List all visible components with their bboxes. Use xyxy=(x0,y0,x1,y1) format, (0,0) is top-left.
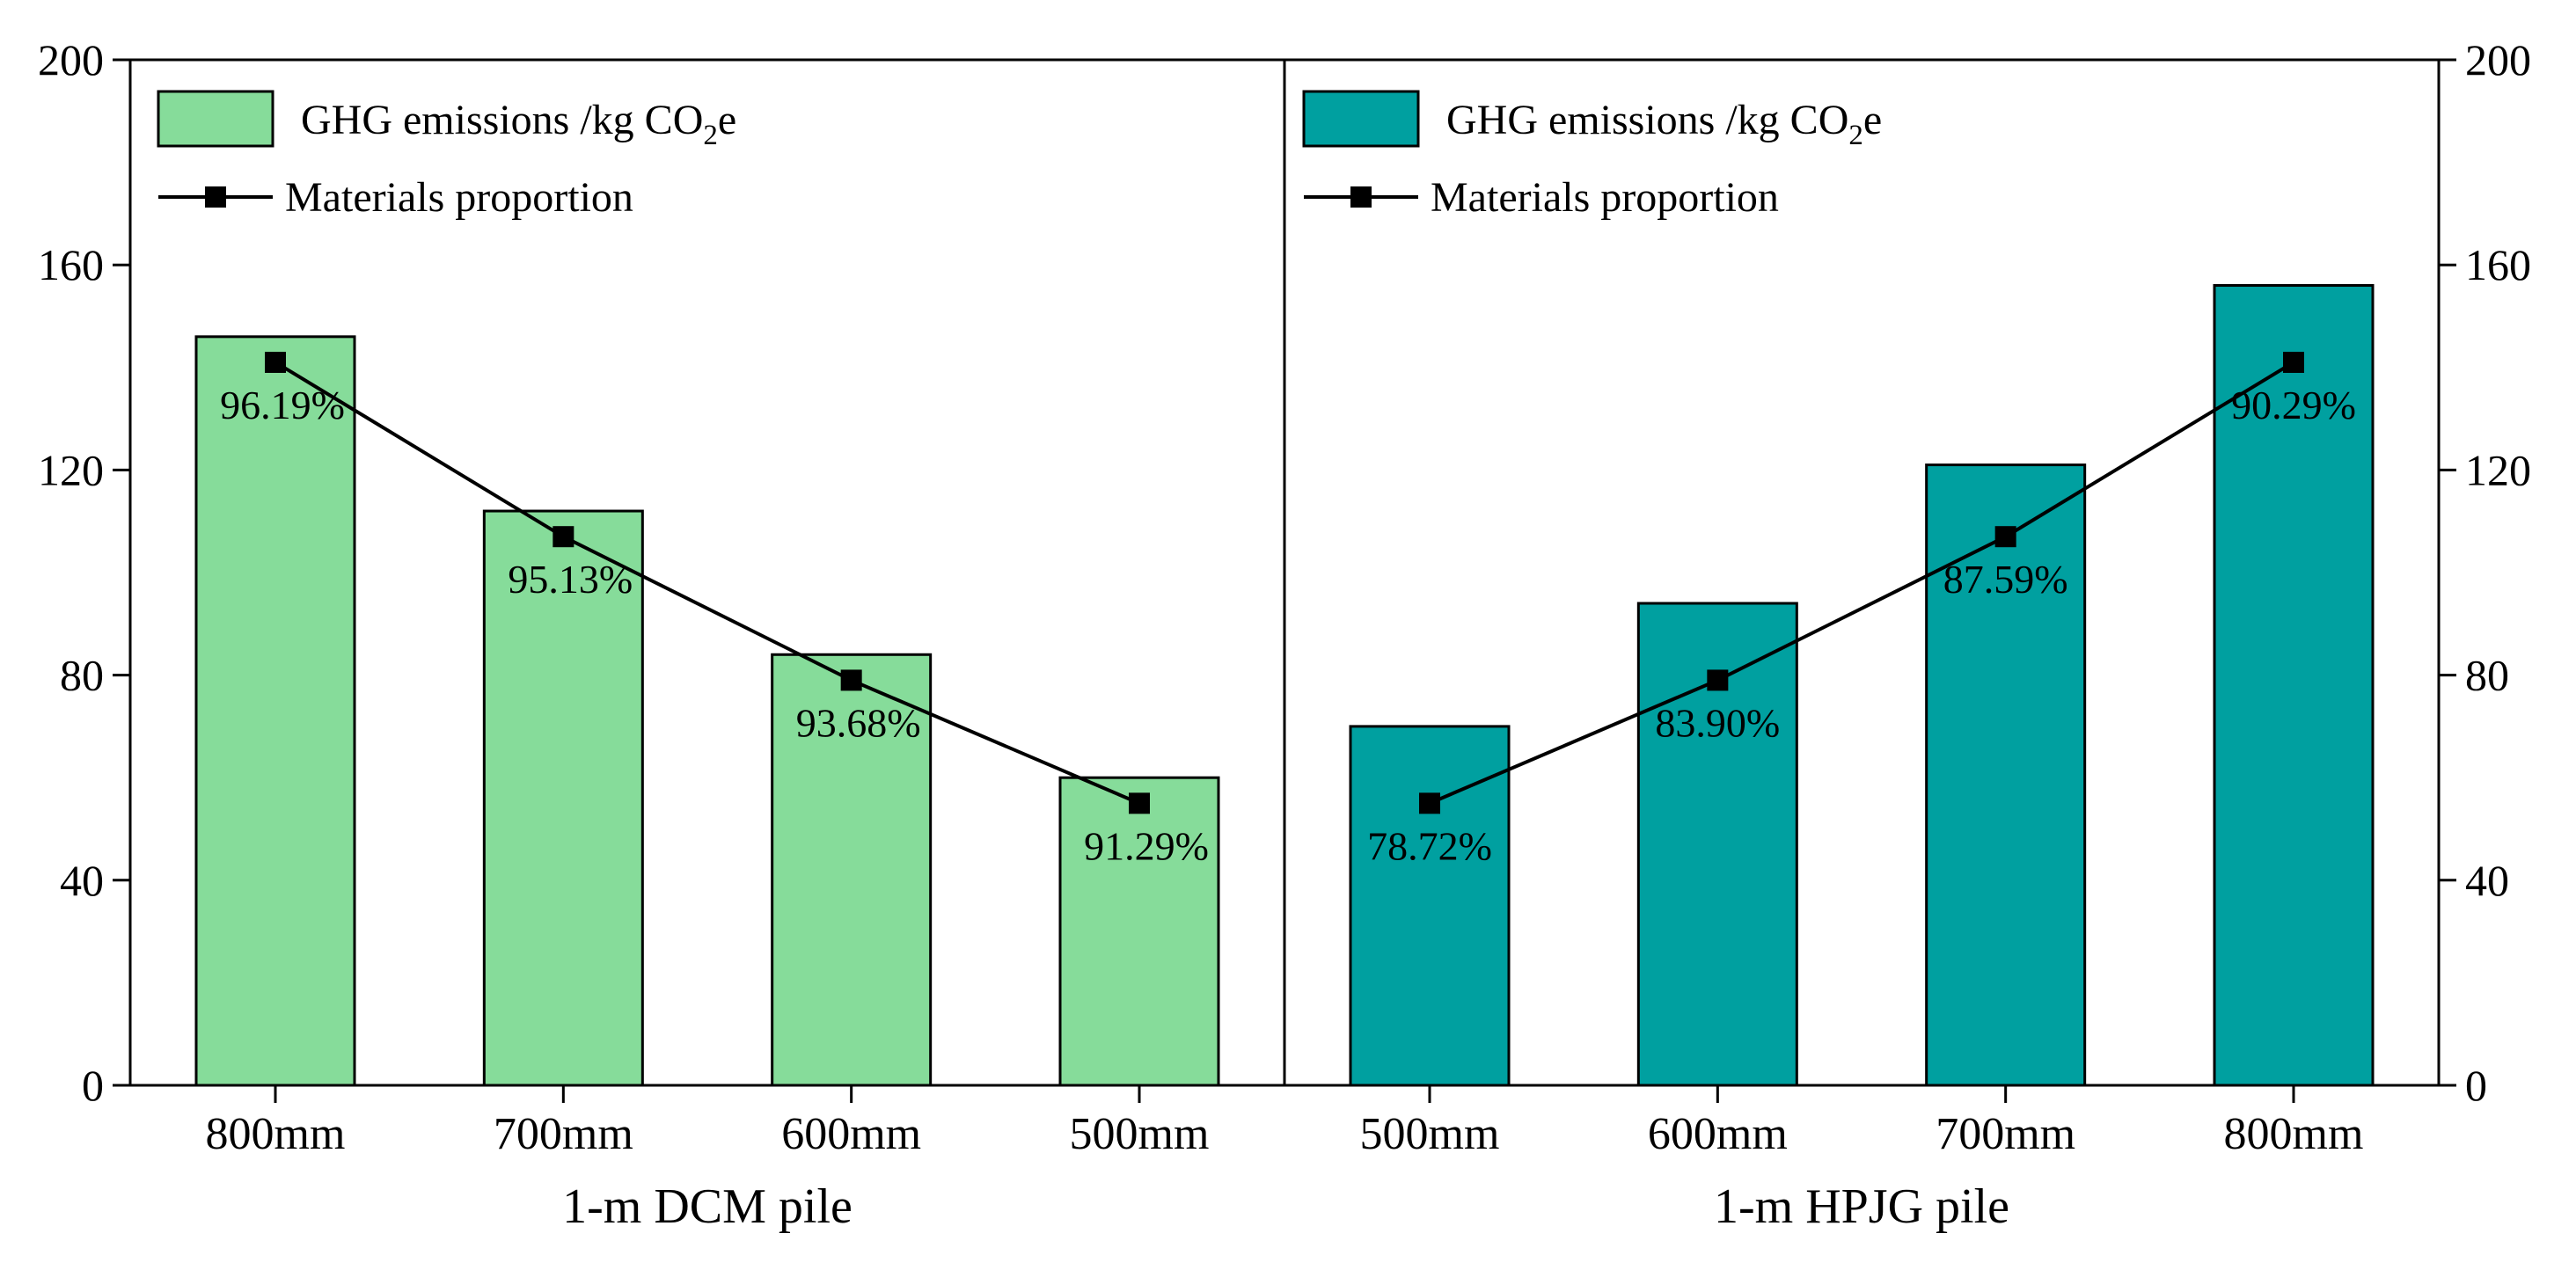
data-label-dcm-600mm: 93.68% xyxy=(796,700,921,745)
line-point-dcm-500mm xyxy=(1129,792,1150,814)
legend-label-materials: Materials proportion xyxy=(285,174,633,221)
left-y-tick-label: 0 xyxy=(82,1061,104,1110)
right-y-tick-label: 120 xyxy=(2465,445,2531,494)
bar-hpjg-700mm xyxy=(1925,463,2087,1087)
data-label-hpjg-700mm: 87.59% xyxy=(1943,557,2068,602)
right-y-tick-label: 80 xyxy=(2465,651,2509,700)
line-point-hpjg-700mm xyxy=(1994,526,2016,548)
legend-swatch-bar xyxy=(157,90,274,148)
data-label-dcm-700mm: 95.13% xyxy=(508,557,633,602)
legend-swatch-marker xyxy=(1350,186,1372,208)
line-materials-proportion-dcm xyxy=(274,361,1140,806)
right-y-tick-label: 40 xyxy=(2465,856,2509,905)
line-point-hpjg-500mm xyxy=(1419,792,1440,814)
legend-swatch-bar xyxy=(1302,90,1420,148)
x-axis-label-dcm: 1-m DCM pile xyxy=(562,1179,853,1234)
legend-label-ghg: GHG emissions /kg CO2e xyxy=(301,97,736,151)
right-y-tick-label: 0 xyxy=(2465,1061,2487,1110)
bar-dcm-800mm xyxy=(194,335,356,1087)
legend-swatch-marker xyxy=(205,186,226,208)
data-label-hpjg-500mm: 78.72% xyxy=(1367,823,1492,868)
line-point-dcm-700mm xyxy=(553,526,574,548)
line-point-dcm-800mm xyxy=(265,351,286,373)
right-y-tick-label: 160 xyxy=(2465,240,2531,289)
right-y-tick-label: 200 xyxy=(2465,35,2531,84)
left-y-tick-label: 80 xyxy=(60,651,104,700)
line-point-hpjg-800mm xyxy=(2283,351,2304,373)
bar-hpjg-800mm xyxy=(2213,284,2375,1087)
x-category-label: 500mm xyxy=(1070,1109,1210,1159)
legend-hpjg: GHG emissions /kg CO2e Materials proporti… xyxy=(1302,90,1882,221)
x-axis-label-hpjg: 1-m HPJG pile xyxy=(1714,1179,2009,1234)
line-materials-proportion-hpjg xyxy=(1429,361,2295,806)
left-y-tick-label: 120 xyxy=(38,445,104,494)
bar-dcm-600mm xyxy=(771,653,933,1087)
legend-label-materials: Materials proportion xyxy=(1431,174,1779,221)
legend-label-ghg: GHG emissions /kg CO2e xyxy=(1446,97,1882,151)
legend-dcm: GHG emissions /kg CO2e Materials proporti… xyxy=(157,90,736,221)
data-label-hpjg-600mm: 83.90% xyxy=(1655,700,1780,745)
data-label-dcm-500mm: 91.29% xyxy=(1084,823,1209,868)
bar-dcm-700mm xyxy=(482,509,644,1087)
x-category-label: 500mm xyxy=(1360,1109,1500,1159)
line-point-hpjg-600mm xyxy=(1707,669,1729,691)
left-y-tick-label: 40 xyxy=(60,856,104,905)
data-label-hpjg-800mm: 90.29% xyxy=(2231,383,2356,427)
x-category-label: 800mm xyxy=(2224,1109,2364,1159)
panel-hpjg: 500mm 600mm 700mm 800mm 1-m HPJG pile 78.72% 8… xyxy=(1349,284,2375,1234)
panel-dcm: 800mm 700mm 600mm 500mm 1-m DCM pile 96.19% 95… xyxy=(194,335,1220,1234)
bar-dcm-500mm xyxy=(1058,776,1220,1087)
data-label-dcm-800mm: 96.19% xyxy=(220,383,345,427)
x-category-label: 700mm xyxy=(1936,1109,2075,1159)
x-category-label: 600mm xyxy=(1648,1109,1788,1159)
x-category-label: 700mm xyxy=(494,1109,633,1159)
x-category-label: 600mm xyxy=(781,1109,921,1159)
line-point-dcm-600mm xyxy=(840,669,862,691)
left-y-tick-label: 200 xyxy=(38,35,104,84)
left-y-tick-label: 160 xyxy=(38,240,104,289)
bar-hpjg-500mm xyxy=(1349,725,1511,1087)
x-category-label: 800mm xyxy=(206,1109,346,1159)
